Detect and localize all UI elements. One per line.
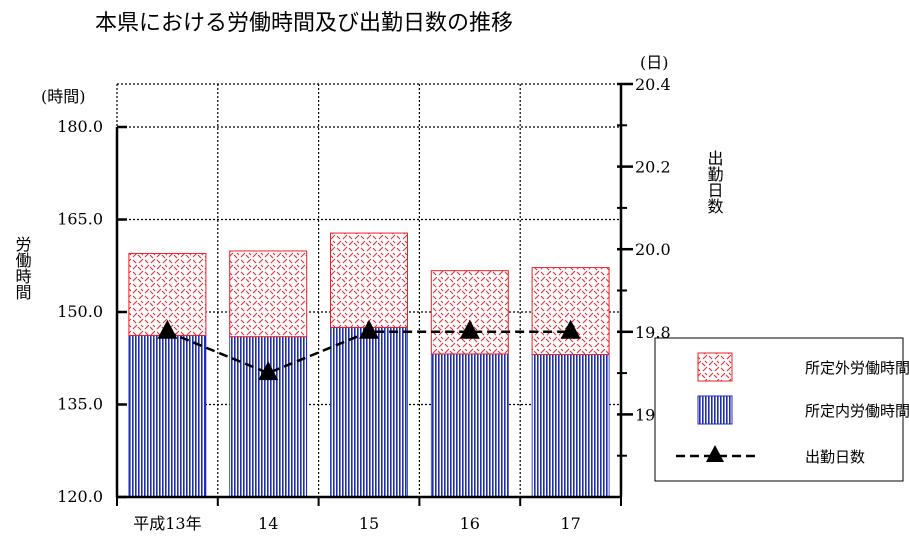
left-tick-label: 135.0 — [57, 395, 103, 414]
left-tick-label: 165.0 — [57, 210, 103, 229]
bars-layer — [128, 232, 610, 498]
bar-overtime-hours — [430, 270, 509, 355]
chart-title: 本県における労働時間及び出勤日数の推移 — [95, 11, 513, 36]
bar-scheduled-hours — [430, 353, 509, 498]
x-tick-label: 16 — [460, 514, 480, 533]
days-marker — [258, 361, 279, 381]
bar-scheduled-hours — [229, 336, 308, 498]
left-tick-label: 150.0 — [57, 302, 103, 321]
bar-scheduled-hours — [128, 335, 207, 498]
x-tick-label: 平成13年 — [133, 514, 201, 533]
right-tick-label: 20.0 — [635, 240, 671, 259]
bar-scheduled-hours — [531, 354, 610, 498]
right-tick-label: 19.8 — [635, 323, 671, 342]
legend: 所定外労働時間 所定内労働時間 出勤日数 — [654, 337, 909, 482]
legend-label-days: 出勤日数 — [805, 448, 865, 466]
right-axis-unit: (日) — [640, 53, 669, 72]
legend-label-overtime: 所定外労働時間 — [805, 359, 909, 377]
left-axis-label: 労働時間 — [13, 236, 32, 301]
days-line-layer — [157, 319, 581, 381]
days-marker — [459, 319, 480, 339]
right-axis-label: 出勤日数 — [705, 150, 724, 214]
legend-label-scheduled: 所定内労働時間 — [805, 402, 909, 420]
bar-scheduled-hours — [330, 327, 408, 498]
x-tick-label: 14 — [258, 514, 278, 533]
days-marker — [560, 319, 581, 339]
legend-swatch-overtime — [697, 352, 733, 382]
x-tick-label: 15 — [359, 514, 379, 533]
axes-layer — [115, 82, 633, 506]
x-tick-label: 17 — [560, 514, 580, 533]
days-marker — [157, 319, 178, 339]
bar-overtime-hours — [330, 232, 408, 328]
bar-overtime-hours — [531, 267, 610, 356]
days-marker — [359, 319, 379, 339]
right-tick-label: 20.2 — [635, 158, 671, 177]
left-axis-unit: (時間) — [41, 87, 86, 106]
legend-marker-days — [706, 445, 724, 462]
legend-swatch-scheduled — [697, 395, 733, 425]
left-tick-label: 180.0 — [57, 117, 103, 136]
right-tick-label: 20.4 — [635, 75, 671, 94]
bar-overtime-hours — [229, 250, 308, 338]
tick-labels-layer: 120.0 135.0 150.0 165.0 180.0 平成13年 14 15 16 17 19… — [57, 75, 670, 533]
left-tick-label: 120.0 — [57, 487, 103, 506]
